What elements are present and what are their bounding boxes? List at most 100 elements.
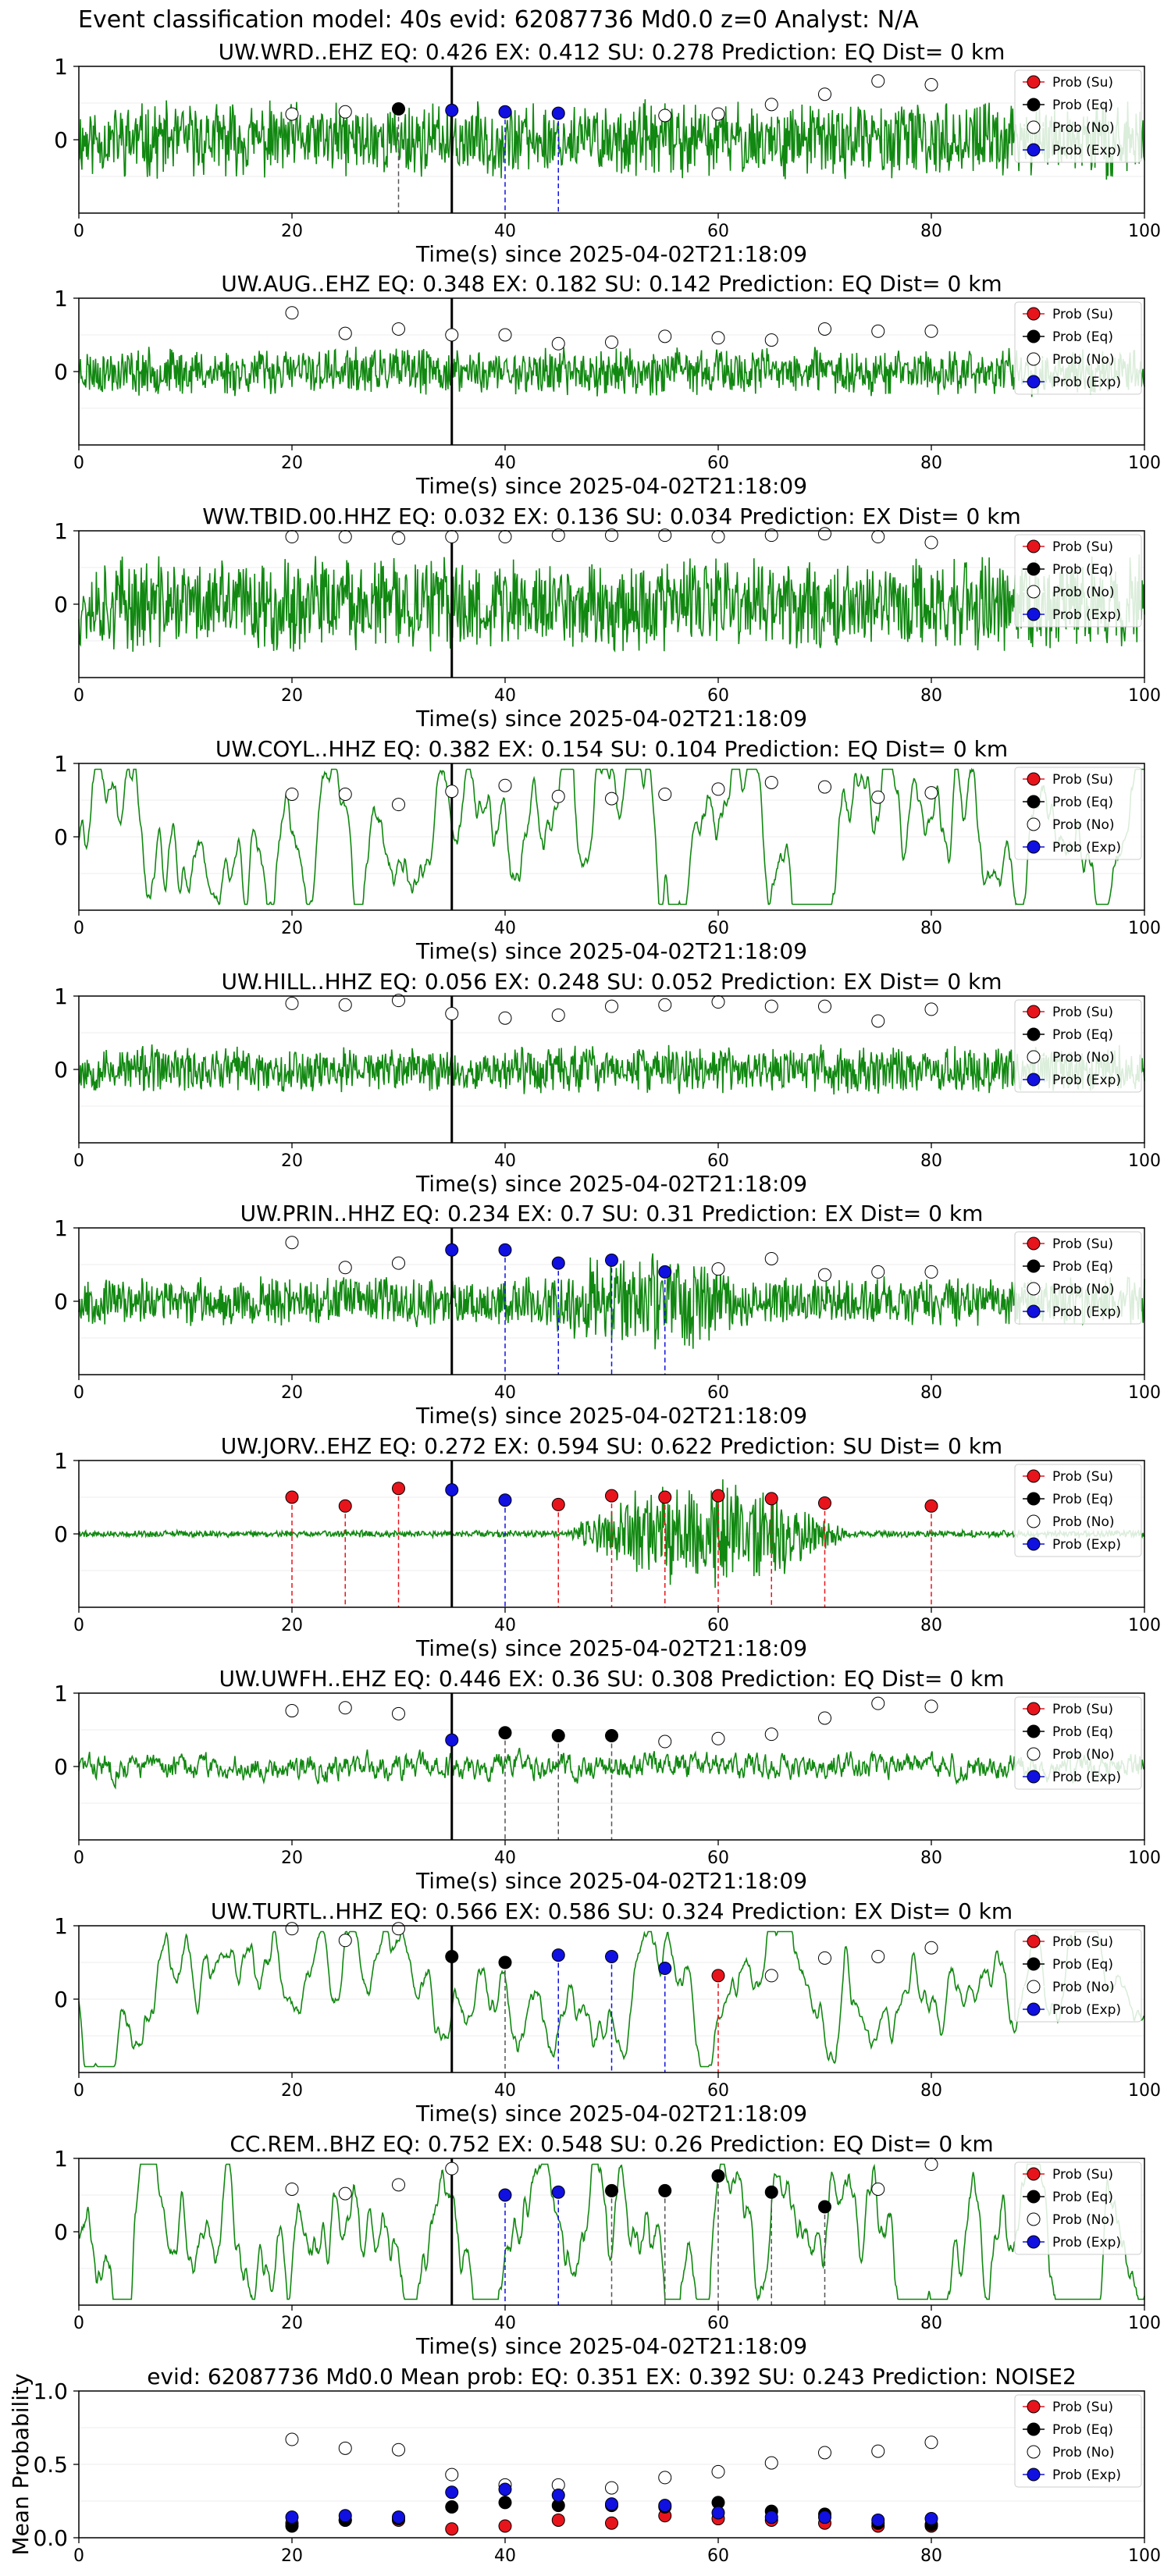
prob-marker-exp — [498, 105, 512, 119]
x-tick-label: 40 — [494, 1848, 516, 1868]
prob-marker-no — [924, 78, 938, 91]
waveform-trace — [78, 1930, 1145, 2068]
x-tick-label: 0 — [73, 2314, 84, 2333]
y-tick-label: 1 — [54, 1215, 68, 1241]
prob-marker-eq — [498, 1955, 512, 1969]
x-tick-label: 100 — [1128, 2314, 1161, 2333]
prob-marker-eq — [658, 2183, 672, 2197]
legend-marker — [1027, 1747, 1041, 1761]
mean-point-exp — [818, 2510, 831, 2524]
x-tick-label: 20 — [281, 1616, 303, 1635]
x-tick-label: 80 — [920, 686, 942, 706]
legend-marker — [1027, 352, 1041, 366]
legend-marker — [1027, 1724, 1041, 1738]
legend-label: Prob (No) — [1052, 585, 1115, 600]
legend-label: Prob (Eq) — [1052, 2422, 1113, 2438]
legend-marker — [1027, 2212, 1041, 2226]
prob-marker-eq — [605, 2183, 618, 2197]
x-tick-label: 0 — [73, 1616, 84, 1635]
x-tick-label: 60 — [707, 2081, 729, 2101]
x-tick-label: 60 — [707, 919, 729, 938]
legend-label: Prob (Su) — [1052, 772, 1113, 788]
legend-label: Prob (Exp) — [1052, 143, 1121, 158]
legend-marker — [1027, 562, 1041, 576]
legend-marker — [1027, 98, 1041, 112]
prob-marker-eq — [818, 2200, 831, 2214]
prob-marker-no — [818, 322, 831, 336]
prob-marker-no — [658, 528, 672, 543]
mean-point-exp — [551, 2488, 565, 2502]
prob-marker-no — [711, 1262, 725, 1276]
x-tick-label: 0 — [73, 1848, 84, 1868]
legend-marker — [1027, 1770, 1041, 1784]
prob-marker-no — [924, 535, 938, 550]
prob-marker-no — [658, 998, 672, 1012]
y-tick-label: 0 — [54, 359, 68, 385]
legend-marker — [1027, 1282, 1041, 1296]
x-tick-label: 60 — [707, 1151, 729, 1171]
legend: Prob (Su) Prob (Eq) Prob (No) Prob (Exp) — [1014, 999, 1142, 1093]
legend-marker — [1027, 607, 1041, 621]
x-axis-label: Time(s) since 2025-04-02T21:18:09 — [415, 1868, 807, 1894]
mean-point-no — [605, 2481, 618, 2495]
prob-marker-no — [764, 1251, 778, 1265]
mean-point-su — [445, 2522, 459, 2536]
legend-label: Prob (Su) — [1052, 2400, 1113, 2415]
legend-label: Prob (Su) — [1052, 1934, 1113, 1950]
x-tick-label: 60 — [707, 1383, 729, 1403]
prob-marker-no — [818, 1711, 831, 1725]
x-tick-label: 60 — [707, 686, 729, 706]
prob-marker-no — [711, 107, 725, 121]
prob-marker-no — [658, 1735, 672, 1749]
panel-title: UW.AUG..EHZ EQ: 0.348 EX: 0.182 SU: 0.14… — [221, 271, 1002, 297]
legend-marker — [1027, 585, 1041, 599]
panel-title: UW.UWFH..EHZ EQ: 0.446 EX: 0.36 SU: 0.30… — [219, 1666, 1004, 1692]
panel-title: UW.JORV..EHZ EQ: 0.272 EX: 0.594 SU: 0.6… — [221, 1433, 1002, 1459]
mean-point-exp — [871, 2513, 885, 2527]
legend-label: Prob (No) — [1052, 352, 1115, 368]
prob-marker-no — [338, 1261, 352, 1275]
prob-marker-su — [551, 1497, 565, 1511]
legend: Prob (Su) Prob (Eq) Prob (No) Prob (Exp) — [1014, 69, 1142, 163]
panel-title: WW.TBID.00.HHZ EQ: 0.032 EX: 0.136 SU: 0… — [202, 503, 1021, 529]
legend-label: Prob (No) — [1052, 1514, 1115, 1530]
prob-marker-su — [924, 1499, 938, 1513]
prob-marker-exp — [498, 1493, 512, 1507]
prob-marker-no — [285, 787, 299, 801]
x-tick-label: 40 — [494, 1151, 516, 1171]
mean-point-no — [285, 2432, 299, 2446]
legend-marker — [1027, 1980, 1041, 1994]
legend-marker — [1027, 2167, 1041, 2181]
y-tick-label: 0 — [54, 1521, 68, 1547]
prob-marker-no — [392, 994, 405, 1008]
prob-marker-no — [764, 999, 778, 1013]
legend-marker — [1027, 329, 1041, 343]
legend-marker — [1027, 1304, 1041, 1318]
prob-marker-no — [658, 109, 672, 123]
prob-marker-no — [818, 999, 831, 1013]
legend-label: Prob (Eq) — [1052, 562, 1113, 578]
legend-label: Prob (No) — [1052, 1747, 1115, 1763]
legend: Prob (Su) Prob (Eq) Prob (No) Prob (Exp) — [1014, 301, 1142, 395]
mean-point-exp — [285, 2510, 299, 2524]
legend-marker — [1027, 2400, 1041, 2414]
x-tick-label: 20 — [281, 1151, 303, 1171]
panel-title: UW.PRIN..HHZ EQ: 0.234 EX: 0.7 SU: 0.31 … — [240, 1201, 984, 1226]
prob-marker-no — [338, 326, 352, 340]
prob-marker-no — [605, 792, 618, 806]
legend-label: Prob (Exp) — [1052, 375, 1121, 390]
prob-marker-exp — [445, 1243, 459, 1257]
legend-label: Prob (Exp) — [1052, 1770, 1121, 1785]
y-tick-label: 0 — [54, 592, 68, 617]
waveform-trace — [78, 1044, 1145, 1095]
legend-label: Prob (No) — [1052, 2212, 1115, 2228]
prob-marker-no — [605, 528, 618, 543]
mean-point-su — [605, 2516, 618, 2530]
y-tick-label: 1 — [54, 1448, 68, 1474]
legend: Prob (Su) Prob (Eq) Prob (No) Prob (Exp) — [1014, 1464, 1142, 1557]
prob-marker-no — [445, 1007, 459, 1021]
x-tick-label: 100 — [1128, 1848, 1161, 1868]
prob-marker-exp — [658, 1265, 672, 1279]
legend-marker — [1027, 772, 1041, 786]
prob-marker-no — [338, 1934, 352, 1948]
